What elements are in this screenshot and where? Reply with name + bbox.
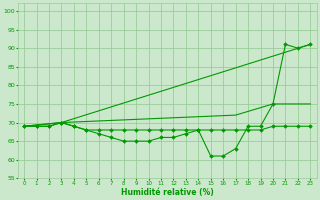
X-axis label: Humidité relative (%): Humidité relative (%) — [121, 188, 213, 197]
